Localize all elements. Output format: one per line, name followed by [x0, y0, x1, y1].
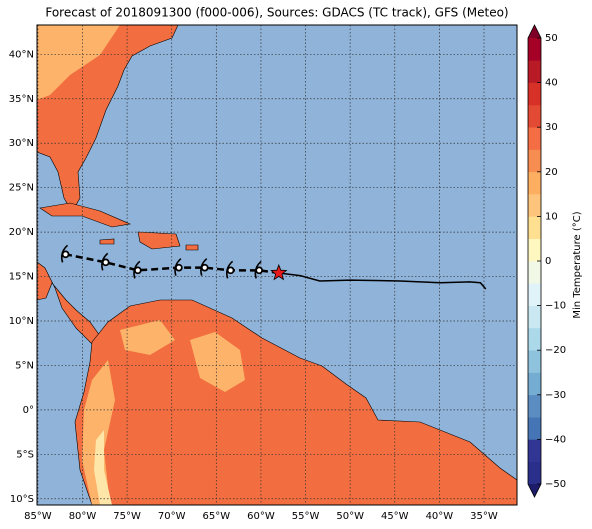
colorbar-extend-min	[528, 484, 541, 497]
y-tick-label: 10°S	[10, 494, 34, 505]
y-tick-label: 40°N	[9, 49, 34, 60]
y-tick-label: 15°N	[9, 272, 34, 283]
colorbar-band	[528, 417, 541, 440]
storm-center	[256, 267, 263, 274]
colorbar-band	[528, 461, 541, 485]
x-tick-label: 35°W	[470, 511, 498, 522]
x-tick-label: 40°W	[426, 511, 454, 522]
current-position-star	[270, 263, 288, 281]
colorbar-band	[528, 372, 541, 396]
colorbar-band	[528, 238, 541, 262]
x-tick-label: 60°W	[247, 511, 275, 522]
y-tick-label: 10°N	[9, 316, 34, 327]
colorbar-tick-label: −50	[545, 479, 566, 490]
land	[37, 25, 517, 505]
colorbar-tick-label: 0	[545, 256, 551, 267]
colorbar-band	[528, 350, 541, 373]
colorbar-tick-label: 30	[545, 122, 558, 133]
y-tick-label: 35°N	[9, 94, 34, 105]
colorbar-band	[528, 194, 541, 217]
x-tick-label: 65°W	[203, 511, 231, 522]
colorbar-band	[528, 104, 541, 128]
storm-center	[134, 267, 141, 274]
graticule	[37, 25, 517, 505]
colorbar-band	[528, 283, 541, 306]
colorbar-band	[528, 327, 541, 351]
title: Forecast of 2018091300 (f000-006), Sourc…	[45, 6, 508, 20]
colorbar-band	[528, 149, 541, 173]
colorbar-tick-label: 40	[545, 78, 558, 89]
x-tick-label: 50°W	[336, 511, 364, 522]
colorbar-tick-label: 20	[545, 167, 558, 178]
storm-center	[102, 259, 109, 266]
colorbar-tick-label: −40	[545, 434, 566, 445]
observed-track	[278, 272, 487, 290]
colorbar-band	[528, 394, 541, 418]
colorbar-band	[528, 127, 541, 150]
x-tick-label: 70°W	[158, 511, 186, 522]
colorbar-band	[528, 305, 541, 329]
map-frame	[36, 24, 518, 506]
y-tick-label: 5°S	[16, 449, 34, 460]
x-tick-label: 80°W	[69, 511, 97, 522]
storm-center	[62, 251, 69, 258]
colorbar-band	[528, 216, 541, 239]
x-tick-label: 45°W	[381, 511, 409, 522]
x-tick-label: 75°W	[113, 511, 141, 522]
colorbar-band	[528, 261, 541, 284]
colorbar-band	[528, 439, 541, 462]
colorbar-band	[528, 38, 541, 61]
colorbar-tick-label: −20	[545, 345, 566, 356]
colorbar-band	[528, 82, 541, 106]
y-tick-label: 30°N	[9, 138, 34, 149]
colorbar-extend-max	[528, 25, 541, 38]
colorbar-tick-label: 10	[545, 211, 558, 222]
forecast-track	[65, 253, 279, 275]
colorbar-label: Min Temperature (°C)	[572, 211, 583, 318]
y-tick-label: 20°N	[9, 227, 34, 238]
storm-center	[227, 267, 234, 274]
storm-center	[201, 264, 208, 271]
colorbar-band	[528, 171, 541, 195]
y-tick-label: 5°N	[15, 360, 34, 371]
x-tick-label: 85°W	[24, 511, 52, 522]
storm-center	[175, 264, 182, 271]
colorbar-tick-label: −10	[545, 301, 566, 312]
colorbar-band	[528, 60, 541, 83]
colorbar-tick-label: 50	[545, 33, 558, 44]
y-tick-label: 0°	[23, 405, 34, 416]
y-tick-label: 25°N	[9, 183, 34, 194]
x-tick-label: 55°W	[292, 511, 320, 522]
colorbar-tick-label: −30	[545, 390, 566, 401]
